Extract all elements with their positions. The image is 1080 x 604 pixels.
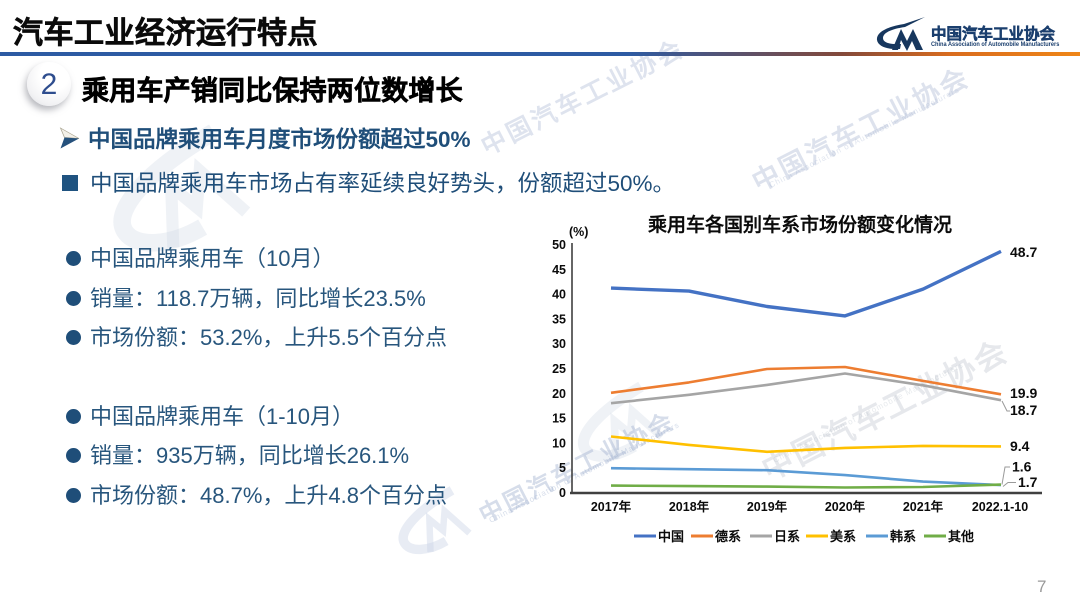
svg-text:(%): (%) — [569, 225, 588, 239]
svg-text:0: 0 — [559, 486, 566, 500]
svg-text:50: 50 — [552, 238, 566, 252]
svg-text:美系: 美系 — [830, 529, 856, 544]
svg-text:2019年: 2019年 — [747, 499, 788, 514]
svg-text:乘用车各国别车系市场份额变化情况: 乘用车各国别车系市场份额变化情况 — [647, 213, 952, 236]
svg-text:其他: 其他 — [948, 529, 974, 544]
svg-text:日系: 日系 — [774, 529, 800, 544]
svg-text:19.9: 19.9 — [1010, 385, 1037, 401]
svg-text:韩系: 韩系 — [890, 529, 916, 544]
svg-text:9.4: 9.4 — [1010, 438, 1030, 454]
svg-text:2021年: 2021年 — [903, 499, 944, 514]
svg-text:45: 45 — [552, 263, 566, 277]
svg-text:20: 20 — [552, 387, 566, 401]
svg-text:35: 35 — [552, 312, 566, 326]
svg-text:25: 25 — [552, 362, 566, 376]
svg-text:1.7: 1.7 — [1018, 474, 1038, 490]
svg-text:2017年: 2017年 — [591, 499, 632, 514]
svg-text:18.7: 18.7 — [1010, 402, 1037, 418]
svg-text:40: 40 — [552, 288, 566, 302]
svg-text:48.7: 48.7 — [1010, 244, 1037, 260]
svg-text:30: 30 — [552, 337, 566, 351]
svg-text:德系: 德系 — [715, 529, 741, 544]
svg-text:2020年: 2020年 — [825, 499, 866, 514]
svg-text:中国: 中国 — [658, 529, 684, 544]
svg-text:2018年: 2018年 — [669, 499, 710, 514]
svg-text:10: 10 — [552, 436, 566, 450]
svg-text:15: 15 — [552, 412, 566, 426]
svg-text:5: 5 — [559, 461, 566, 475]
svg-text:2022.1-10: 2022.1-10 — [972, 500, 1028, 514]
svg-text:1.6: 1.6 — [1012, 459, 1032, 475]
